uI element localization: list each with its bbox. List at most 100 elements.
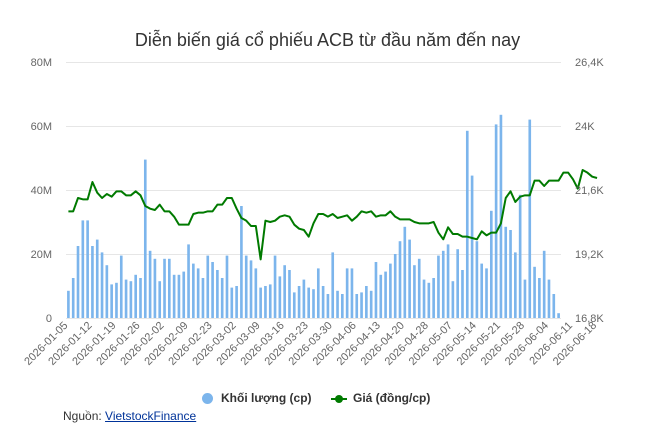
volume-bar-30 [211, 262, 214, 318]
volume-bar-42 [268, 284, 272, 318]
volume-bar-35 [235, 286, 238, 318]
volume-bar-60 [355, 294, 359, 318]
volume-bar-12 [124, 279, 128, 318]
volume-bar-24 [182, 271, 186, 318]
volume-bar-64 [374, 262, 378, 318]
volume-bar-26 [192, 263, 195, 318]
volume-bar-14 [134, 274, 137, 318]
volume-bar-97 [533, 266, 536, 318]
volume-bar-62 [365, 286, 368, 318]
volume-bar-90 [499, 114, 503, 318]
volume-bar-55 [331, 252, 335, 318]
volume-bar-83 [465, 130, 469, 318]
volume-bar-85 [475, 241, 479, 318]
volume-bar-36 [240, 206, 243, 318]
left-tick-label-4: 80M [31, 57, 52, 69]
volume-bar-21 [168, 258, 171, 318]
volume-bar-5 [91, 246, 94, 318]
volume-bar-66 [384, 271, 387, 318]
volume-bar-44 [278, 276, 282, 318]
volume-bar-10 [115, 282, 118, 318]
volume-bar-2 [76, 246, 80, 318]
volume-bar-77 [437, 255, 440, 318]
volume-bar-13 [129, 281, 133, 318]
volume-bar-58 [345, 268, 349, 318]
volume-bar-16 [143, 159, 147, 318]
volume-bar-17 [148, 250, 152, 318]
legend-price-label: Giá (đồng/cp) [353, 391, 431, 405]
volume-bar-28 [201, 278, 205, 318]
volume-bar-34 [230, 287, 234, 318]
volume-bar-102 [557, 313, 560, 318]
volume-bar-45 [283, 265, 286, 318]
volume-bar-61 [360, 292, 363, 318]
chart-title: Diễn biến giá cổ phiếu ACB từ đầu năm đế… [134, 30, 521, 50]
volume-bar-29 [206, 255, 210, 318]
volume-bar-93 [514, 252, 517, 318]
volume-bar-82 [461, 270, 464, 318]
chart-legend: Khối lượng (cp) Giá (đồng/cp) [0, 391, 655, 409]
volume-bar-9 [110, 284, 113, 318]
right-tick-label-3: 24K [575, 121, 595, 133]
volume-bar-0 [67, 290, 70, 318]
volume-bar-59 [350, 268, 354, 318]
volume-bar-41 [264, 286, 267, 318]
price-line [68, 169, 598, 261]
volume-bar-78 [441, 250, 445, 318]
volume-bar-27 [196, 268, 200, 318]
volume-bar-47 [292, 292, 296, 318]
left-tick-label-0: 0 [46, 313, 52, 325]
source-line: Nguồn: VietstockFinance [63, 409, 196, 423]
volume-bar-98 [538, 278, 541, 318]
volume-bar-84 [470, 175, 474, 318]
volume-bar-20 [163, 258, 166, 318]
volume-bar-67 [389, 263, 392, 318]
volume-bar-65 [379, 274, 383, 318]
volume-bar-75 [427, 282, 431, 318]
volume-bar-4 [86, 220, 89, 318]
volume-bar-6 [95, 239, 99, 318]
right-tick-label-4: 26,4K [575, 57, 604, 69]
legend-item-price[interactable]: Giá (đồng/cp) [331, 391, 430, 405]
legend-item-volume[interactable]: Khối lượng (cp) [202, 391, 312, 405]
volume-bar-54 [326, 294, 330, 318]
source-prefix: Nguồn: [63, 409, 106, 423]
volume-bar-56 [336, 290, 339, 318]
left-tick-label-1: 20M [31, 249, 52, 261]
volume-bar-68 [393, 254, 397, 318]
volume-bar-96 [528, 119, 532, 318]
right-tick-label-2: 21,6K [575, 185, 604, 197]
volume-bar-52 [316, 268, 320, 318]
volume-bar-8 [105, 265, 109, 318]
volume-bar-80 [451, 281, 455, 318]
volume-bar-71 [408, 239, 411, 318]
volume-bar-3 [81, 220, 85, 318]
volume-bar-50 [307, 287, 311, 318]
volume-bar-19 [158, 281, 162, 318]
right-tick-label-1: 19,2K [575, 249, 604, 261]
volume-bar-1 [71, 278, 75, 318]
volume-bar-91 [504, 226, 508, 318]
right-tick-label-0: 16,8K [575, 313, 604, 325]
volume-bar-89 [494, 124, 498, 319]
volume-bar-94 [518, 194, 522, 318]
volume-bar-79 [446, 244, 450, 318]
legend-volume-label: Khối lượng (cp) [221, 391, 312, 405]
volume-bar-74 [422, 279, 426, 318]
source-link[interactable]: VietstockFinance [105, 409, 197, 423]
volume-bar-100 [547, 279, 551, 318]
volume-bar-37 [244, 255, 248, 318]
volume-bar-76 [432, 278, 435, 318]
volume-bar-69 [398, 241, 402, 318]
volume-bar-99 [542, 250, 546, 318]
volume-bar-63 [369, 290, 373, 318]
volume-bar-51 [312, 289, 315, 318]
volume-bar-40 [259, 287, 262, 318]
volume-bar-49 [302, 279, 306, 318]
volume-bar-43 [273, 255, 277, 318]
left-tick-label-3: 60M [31, 121, 52, 133]
volume-bar-101 [552, 294, 556, 318]
volume-bar-18 [153, 258, 157, 318]
